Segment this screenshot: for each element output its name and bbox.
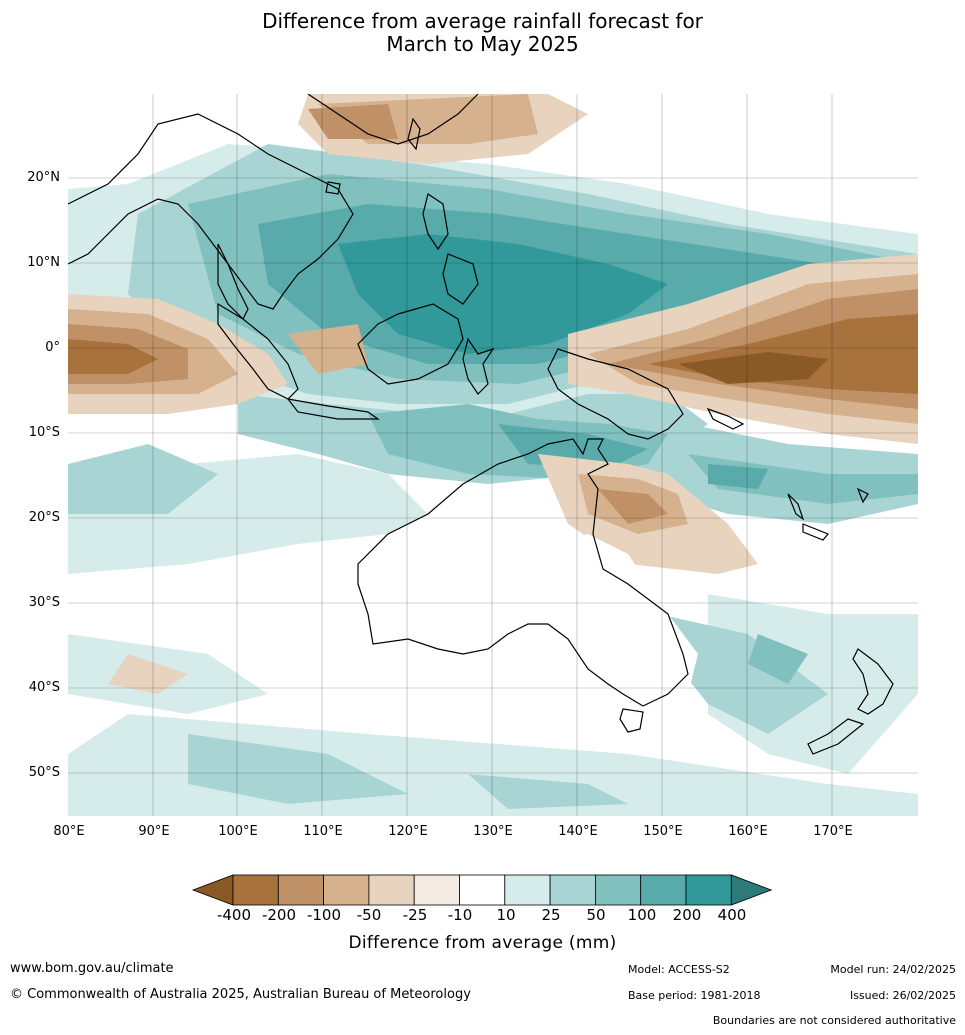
legend-swatch	[459, 874, 506, 906]
lon-label-120e: 120°E	[388, 824, 428, 839]
legend-tick-minus100: -100	[306, 906, 342, 924]
legend-swatch	[323, 874, 370, 906]
legend-swatch	[685, 874, 732, 906]
legend-swatch	[504, 874, 551, 906]
lat-label-0: 0°	[45, 340, 60, 355]
legend-arrow-low	[191, 874, 234, 906]
legend-arrow-high	[730, 874, 773, 906]
lon-label-150e: 150°E	[643, 824, 683, 839]
lon-label-160e: 160°E	[728, 824, 768, 839]
lon-label-130e: 130°E	[473, 824, 513, 839]
legend-tick-50: 50	[586, 906, 606, 924]
colour-bar	[191, 874, 773, 906]
legend-swatch	[594, 874, 642, 906]
anomaly-dry-extreme	[678, 352, 828, 384]
anomaly-wet-extreme	[338, 234, 668, 354]
legend-swatch	[368, 874, 415, 906]
lat-label-50s: 50°S	[28, 765, 60, 780]
rainfall-anomaly-map	[68, 94, 918, 816]
lon-label-110e: 110°E	[303, 824, 343, 839]
graticule	[68, 94, 918, 816]
legend-tick-minus400: -400	[216, 906, 252, 924]
legend-swatch	[232, 874, 279, 906]
map-title: Difference from average rainfall forecas…	[0, 10, 965, 56]
legend-tick-200: 200	[672, 906, 702, 924]
coastlines	[68, 94, 894, 755]
legend-swatch	[413, 874, 460, 906]
footer-issued: Issued: 26/02/2025	[849, 989, 956, 1002]
lon-label-100e: 100°E	[218, 824, 258, 839]
footer-disclaimer: Boundaries are not considered authoritat…	[712, 1014, 956, 1027]
title-line-2: March to May 2025	[386, 32, 579, 56]
legend-tick-100: 100	[627, 906, 657, 924]
lon-label-140e: 140°E	[558, 824, 598, 839]
lon-label-90e: 90°E	[138, 824, 170, 839]
legend-swatch	[277, 874, 325, 906]
legend-tick-400: 400	[717, 906, 747, 924]
footer-model: Model: ACCESS-S2	[628, 963, 730, 976]
lat-label-20n: 20°N	[27, 170, 60, 185]
lat-label-40s: 40°S	[28, 680, 60, 695]
lon-label-80e: 80°E	[53, 824, 85, 839]
legend-tick-minus10: -10	[447, 906, 473, 924]
legend-title: Difference from average (mm)	[348, 933, 617, 953]
footer-copyright: © Commonwealth of Australia 2025, Austra…	[10, 987, 471, 1002]
footer-base-period: Base period: 1981-2018	[628, 989, 761, 1002]
lat-label-10n: 10°N	[27, 255, 60, 270]
footer-model-run: Model run: 24/02/2025	[830, 963, 956, 976]
footer-url[interactable]: www.bom.gov.au/climate	[10, 961, 174, 976]
legend-tick-minus25: -25	[402, 906, 428, 924]
lon-label-170e: 170°E	[813, 824, 853, 839]
lat-label-10s: 10°S	[28, 425, 60, 440]
legend-tick-25: 25	[541, 906, 561, 924]
legend-swatch	[640, 874, 687, 906]
lat-label-30s: 30°S	[28, 595, 60, 610]
legend-tick-10: 10	[496, 906, 516, 924]
legend-tick-minus200: -200	[261, 906, 297, 924]
lat-label-20s: 20°S	[28, 510, 60, 525]
legend-tick-minus50: -50	[356, 906, 382, 924]
title-line-1: Difference from average rainfall forecas…	[262, 9, 703, 33]
legend-swatch	[549, 874, 596, 906]
